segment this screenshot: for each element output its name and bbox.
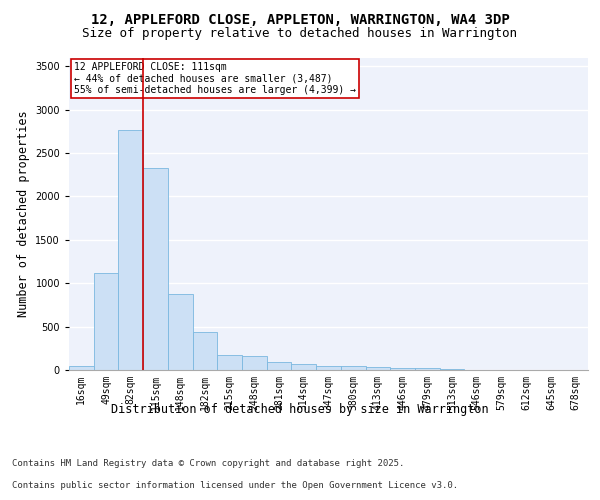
Bar xyxy=(415,368,440,370)
Bar xyxy=(242,356,267,370)
Bar xyxy=(94,273,118,370)
Text: 12 APPLEFORD CLOSE: 111sqm
← 44% of detached houses are smaller (3,487)
55% of s: 12 APPLEFORD CLOSE: 111sqm ← 44% of deta… xyxy=(74,62,356,96)
Bar xyxy=(217,355,242,370)
Text: 12, APPLEFORD CLOSE, APPLETON, WARRINGTON, WA4 3DP: 12, APPLEFORD CLOSE, APPLETON, WARRINGTO… xyxy=(91,12,509,26)
Y-axis label: Number of detached properties: Number of detached properties xyxy=(17,110,29,317)
Text: Distribution of detached houses by size in Warrington: Distribution of detached houses by size … xyxy=(111,402,489,415)
Bar xyxy=(390,368,415,370)
Bar xyxy=(365,368,390,370)
Bar xyxy=(341,366,365,370)
Text: Contains public sector information licensed under the Open Government Licence v3: Contains public sector information licen… xyxy=(12,481,458,490)
Bar xyxy=(267,362,292,370)
Bar xyxy=(292,364,316,370)
Text: Size of property relative to detached houses in Warrington: Size of property relative to detached ho… xyxy=(83,28,517,40)
Text: Contains HM Land Registry data © Crown copyright and database right 2025.: Contains HM Land Registry data © Crown c… xyxy=(12,458,404,468)
Bar xyxy=(69,366,94,370)
Bar xyxy=(168,294,193,370)
Bar xyxy=(193,332,217,370)
Bar xyxy=(316,366,341,370)
Bar xyxy=(440,369,464,370)
Bar xyxy=(143,168,168,370)
Bar xyxy=(118,130,143,370)
